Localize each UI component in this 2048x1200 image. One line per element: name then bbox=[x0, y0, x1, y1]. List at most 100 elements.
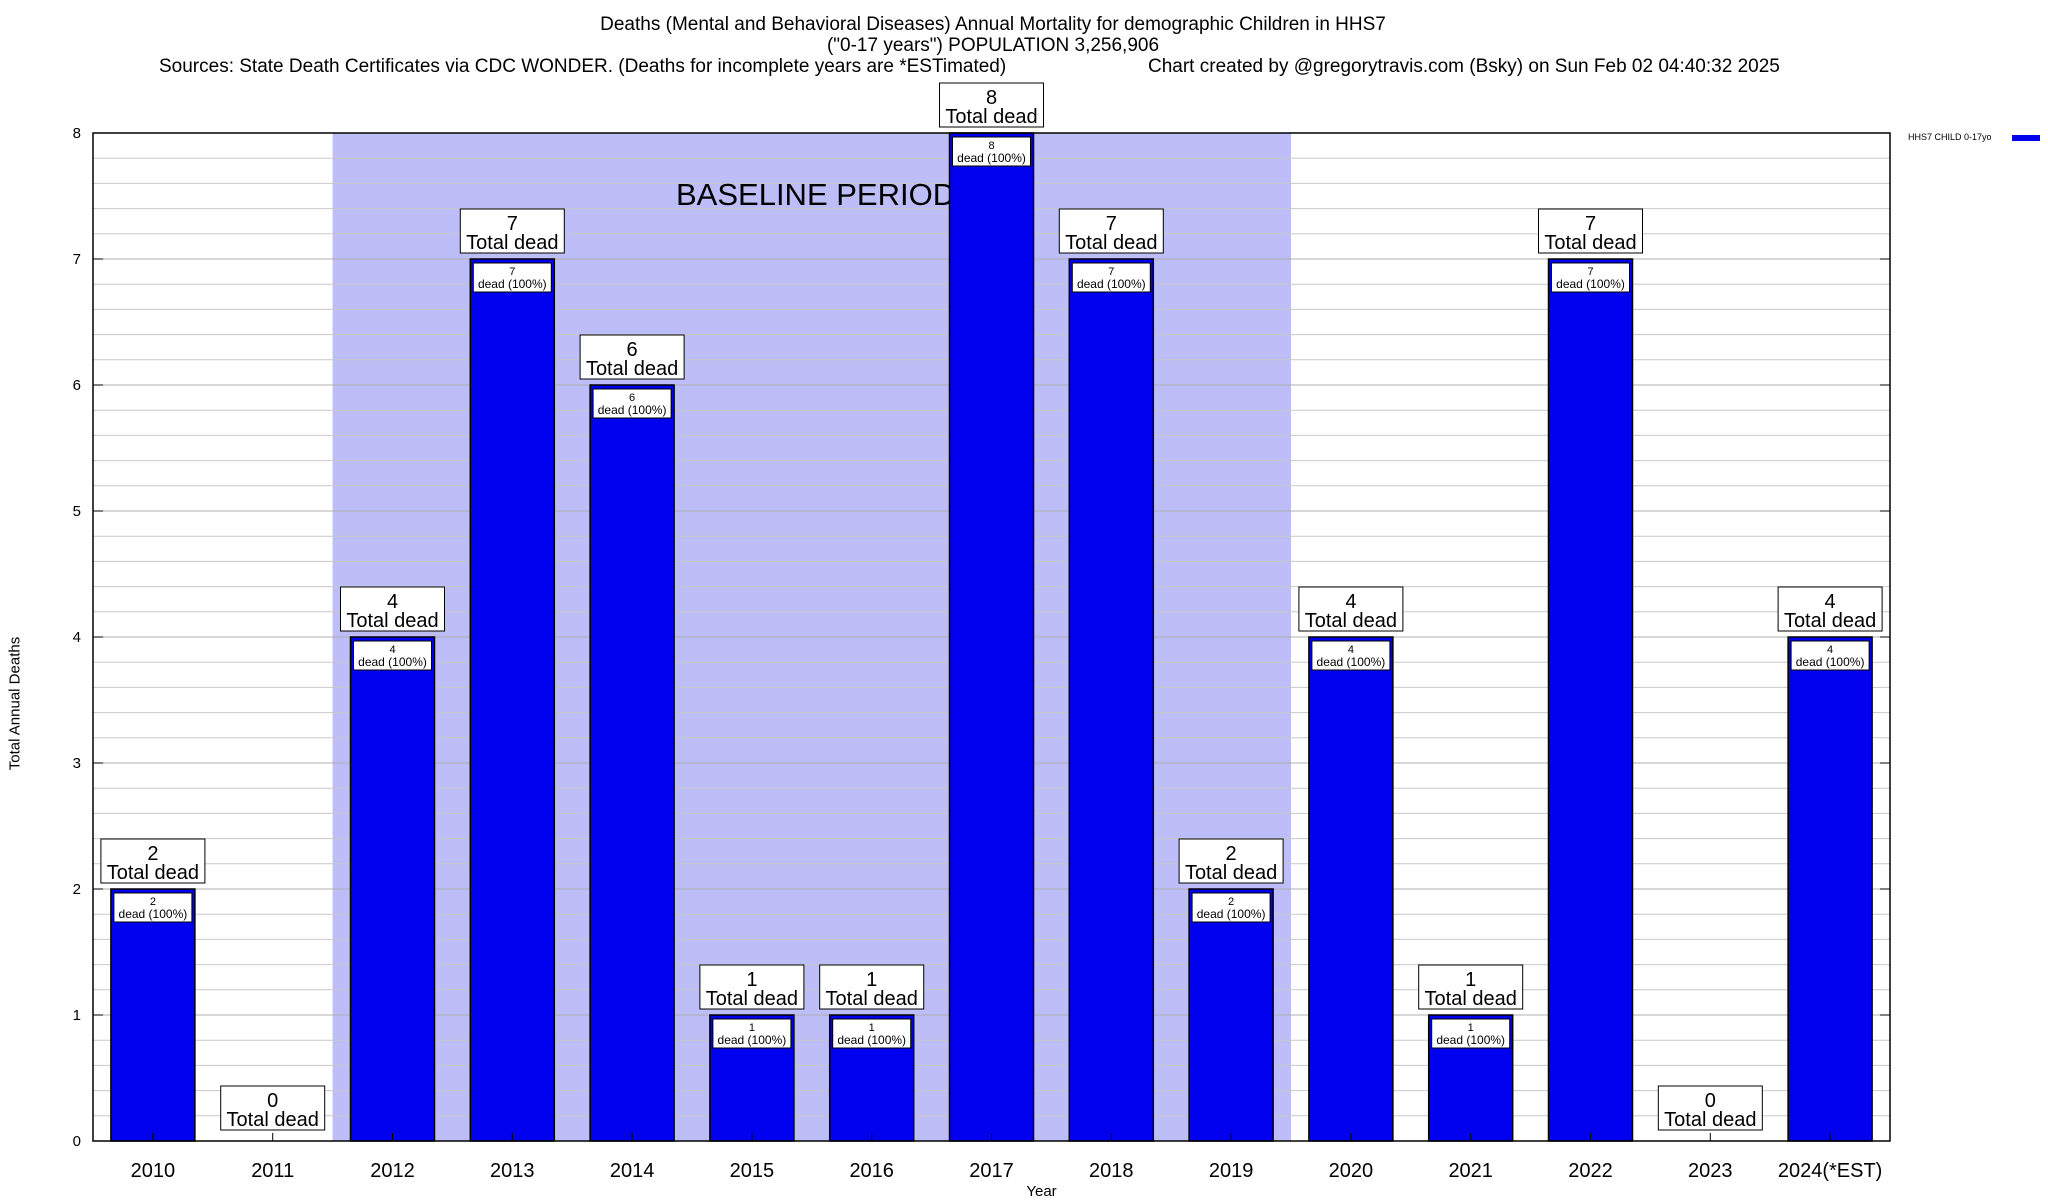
bar bbox=[1547, 258, 1634, 1142]
bar-inner-label: dead (100%) bbox=[478, 277, 547, 291]
bar-top-label: Total dead bbox=[1305, 610, 1397, 632]
bar-top-label-box bbox=[459, 208, 565, 254]
bar-top-label: Total dead bbox=[945, 106, 1037, 128]
bar-top-value: 4 bbox=[387, 591, 398, 613]
bar bbox=[948, 132, 1035, 1142]
bar-inner-label: dead (100%) bbox=[957, 151, 1026, 165]
bar-inner-label-box bbox=[952, 136, 1031, 167]
bar-top-label: Total dead bbox=[1065, 232, 1157, 254]
bar-top-label-box bbox=[220, 1085, 326, 1131]
bar-top-value: 1 bbox=[1465, 969, 1476, 991]
bar-top-label-box bbox=[579, 334, 685, 380]
bar-inner-value: 7 bbox=[509, 266, 515, 278]
y-tick-label: 7 bbox=[73, 251, 81, 268]
bar-inner-label: dead (100%) bbox=[1197, 907, 1266, 921]
bar-top-label: Total dead bbox=[107, 862, 199, 884]
bar-inner-label: dead (100%) bbox=[1077, 277, 1146, 291]
bar-inner-label: dead (100%) bbox=[718, 1033, 787, 1047]
y-tick-label: 6 bbox=[73, 377, 81, 394]
bar-top-value: 7 bbox=[507, 213, 518, 235]
bar-inner-value: 1 bbox=[869, 1022, 875, 1034]
x-tick-label: 2010 bbox=[131, 1160, 176, 1182]
y-tick-label: 4 bbox=[73, 629, 81, 646]
bar-top-label-box bbox=[699, 964, 805, 1010]
title-line-1: Deaths (Mental and Behavioral Diseases) … bbox=[600, 14, 1386, 35]
bar-top-value: 8 bbox=[986, 87, 997, 109]
bar-inner-label: dead (100%) bbox=[837, 1033, 906, 1047]
bar-top-value: 6 bbox=[627, 339, 638, 361]
bar-top-label-box bbox=[1178, 838, 1284, 884]
bar-inner-label-box bbox=[472, 262, 552, 293]
bar bbox=[110, 888, 196, 1142]
bar-top-label: Total dead bbox=[346, 610, 438, 632]
bar-inner-label-box bbox=[712, 1018, 792, 1049]
bar-top-label: Total dead bbox=[1425, 988, 1517, 1010]
bar-inner-label-box bbox=[1191, 892, 1271, 923]
bar-inner-value: 2 bbox=[1228, 896, 1234, 908]
bar-inner-label-box bbox=[1071, 262, 1151, 293]
bar-top-label-box bbox=[1418, 964, 1524, 1010]
bar-inner-label-box bbox=[1790, 640, 1870, 671]
bar-inner-value: 4 bbox=[1827, 644, 1833, 656]
bar-top-label: Total dead bbox=[227, 1109, 319, 1131]
bar-inner-value: 1 bbox=[749, 1022, 755, 1034]
bar-inner-label: dead (100%) bbox=[1556, 277, 1625, 291]
bar-top-label-box bbox=[819, 964, 925, 1010]
legend-swatch bbox=[2012, 135, 2040, 141]
bar-top-label: Total dead bbox=[1185, 862, 1277, 884]
bar-top-label-box bbox=[1058, 208, 1164, 254]
bar bbox=[1068, 258, 1155, 1142]
bar-inner-label-box bbox=[1311, 640, 1391, 671]
y-tick-label: 3 bbox=[73, 755, 81, 772]
source-note: Sources: State Death Certificates via CD… bbox=[159, 56, 1007, 77]
bar-inner-label: dead (100%) bbox=[1317, 655, 1386, 669]
bar-top-label-box bbox=[100, 838, 206, 884]
x-tick-label: 2011 bbox=[251, 1160, 294, 1182]
x-tick-label: 2024(*EST) bbox=[1778, 1160, 1883, 1182]
y-tick-label: 1 bbox=[73, 1007, 81, 1024]
bar-inner-value: 7 bbox=[1587, 266, 1593, 278]
bar-inner-label-box bbox=[592, 388, 672, 419]
bar-top-label: Total dead bbox=[466, 232, 558, 254]
bar-top-label: Total dead bbox=[1664, 1109, 1756, 1131]
x-tick-label: 2018 bbox=[1089, 1160, 1134, 1182]
x-tick-label: 2022 bbox=[1568, 1160, 1613, 1182]
bar-inner-value: 8 bbox=[988, 140, 994, 152]
bar-top-label: Total dead bbox=[1784, 610, 1876, 632]
bar-top-label: Total dead bbox=[826, 988, 918, 1010]
x-tick-label: 2021 bbox=[1448, 1160, 1493, 1182]
bar-inner-value: 4 bbox=[389, 644, 395, 656]
bar-top-label-box bbox=[939, 82, 1044, 128]
bar-top-label-box bbox=[1298, 586, 1404, 632]
bar-inner-label: dead (100%) bbox=[358, 655, 427, 669]
bar-inner-label: dead (100%) bbox=[1796, 655, 1865, 669]
bar bbox=[349, 636, 436, 1142]
bar-top-label-box bbox=[1657, 1085, 1763, 1131]
x-tick-label: 2015 bbox=[730, 1160, 775, 1182]
bar-top-label: Total dead bbox=[706, 988, 798, 1010]
y-tick-label: 0 bbox=[73, 1133, 81, 1150]
y-tick-label: 8 bbox=[73, 125, 81, 142]
title-line-2: ("0-17 years") POPULATION 3,256,906 bbox=[826, 35, 1160, 56]
bar-top-value: 4 bbox=[1825, 591, 1836, 613]
x-axis-label: Year bbox=[1026, 1183, 1056, 1200]
bar-inner-value: 2 bbox=[150, 896, 156, 908]
bar-top-value: 7 bbox=[1106, 213, 1117, 235]
bar bbox=[469, 258, 556, 1142]
bar bbox=[1308, 636, 1394, 1142]
bar-top-value: 2 bbox=[1226, 843, 1237, 865]
bar bbox=[1188, 888, 1274, 1142]
credit-note: Chart created by @gregorytravis.com (Bsk… bbox=[1148, 56, 1780, 77]
bar-top-value: 0 bbox=[267, 1090, 278, 1112]
bar-inner-label: dead (100%) bbox=[598, 403, 667, 417]
bar-top-label-box bbox=[1777, 586, 1883, 632]
y-tick-label: 5 bbox=[73, 503, 81, 520]
y-tick-label: 2 bbox=[73, 881, 81, 898]
bar-top-value: 0 bbox=[1705, 1090, 1716, 1112]
bar-inner-value: 6 bbox=[629, 392, 635, 404]
bar-inner-label-box bbox=[353, 640, 432, 671]
x-tick-label: 2012 bbox=[370, 1160, 415, 1182]
bar-top-label-box bbox=[340, 586, 445, 632]
bar-inner-label-box bbox=[1431, 1018, 1511, 1049]
